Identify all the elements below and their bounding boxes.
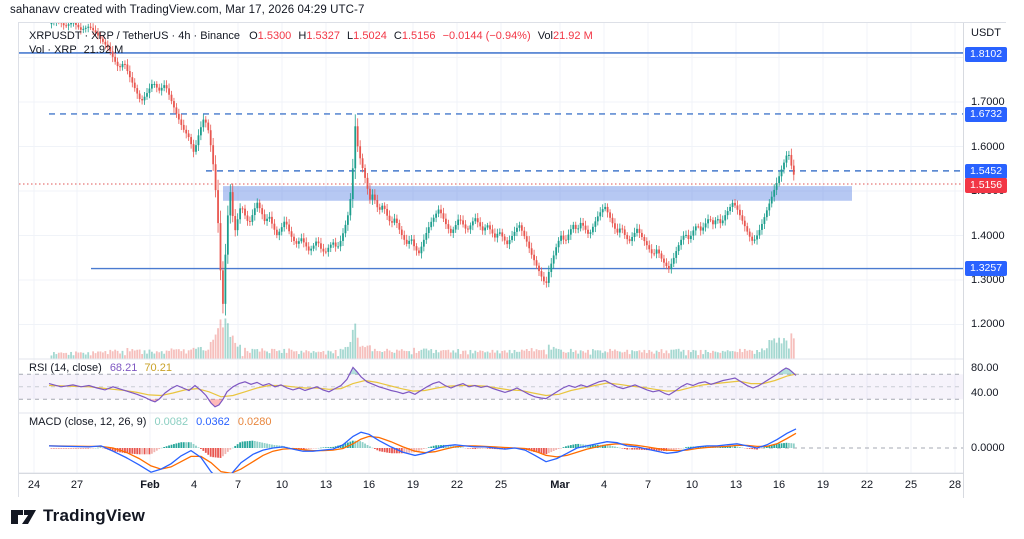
time-axis-label: 4 xyxy=(600,479,608,491)
rsi-label: RSI (14, close) xyxy=(29,362,102,374)
symbol-legend[interactable]: XRPUSDT · XRP / TetherUS · 4h · Binance … xyxy=(29,30,593,42)
high-value: 1.5327 xyxy=(306,30,340,42)
close-label: C xyxy=(393,30,402,42)
time-axis-label: 7 xyxy=(644,479,652,491)
volume-layer xyxy=(50,318,795,359)
price-axis-label: 1.6000 xyxy=(971,141,1005,153)
time-axis-label: 16 xyxy=(772,479,786,491)
footer: TradingView xyxy=(10,506,145,526)
volume-study-legend[interactable]: Vol · XRP 21.92 M xyxy=(29,44,124,56)
price-axis-label: 0.0000 xyxy=(971,442,1005,454)
price-axis-label: 1.4000 xyxy=(971,230,1005,242)
time-axis-label: 10 xyxy=(275,479,289,491)
level-price-badge: 1.6732 xyxy=(965,106,1007,122)
price-axis-label: 1.7000 xyxy=(971,96,1005,108)
macd-signal-value: 0.0280 xyxy=(237,416,272,428)
open-label: O xyxy=(249,30,258,42)
tradingview-logo-icon[interactable] xyxy=(10,506,37,526)
time-axis-label: Mar xyxy=(550,479,570,491)
time-axis-label: 28 xyxy=(948,479,962,491)
time-axis-label: 13 xyxy=(729,479,743,491)
time-axis[interactable]: 24 27 Feb 4 7 10 13 16 19 22 25 Mar 4 7 10 13 16 19 22 25 28 xyxy=(19,473,963,498)
time-axis-label: Feb xyxy=(140,479,160,491)
time-axis-label: 13 xyxy=(319,479,333,491)
time-axis-label: 22 xyxy=(450,479,464,491)
tradingview-logo-text[interactable]: TradingView xyxy=(43,506,146,525)
volume-value: 21.92 M xyxy=(553,30,593,42)
symbol-title[interactable]: XRPUSDT xyxy=(29,30,82,42)
price-axis-label: 40.00 xyxy=(971,387,999,399)
level-price-badge: 1.5452 xyxy=(965,163,1007,179)
chart-canvas[interactable] xyxy=(19,23,1007,498)
open-value: 1.5300 xyxy=(257,30,292,42)
close-value: 1.5156 xyxy=(401,30,436,42)
symbol-description: XRP / TetherUS xyxy=(91,30,169,42)
macd-legend[interactable]: MACD (close, 12, 26, 9) 0.0082 0.0362 0.… xyxy=(29,416,272,428)
time-axis-label: 25 xyxy=(494,479,508,491)
level-price-badge: 1.8102 xyxy=(965,46,1007,62)
macd-hist-value: 0.0082 xyxy=(154,416,189,428)
chart-frame: XRPUSDT · XRP / TetherUS · 4h · Binance … xyxy=(18,22,1007,498)
interval-label[interactable]: 4h xyxy=(178,30,191,42)
macd-label: MACD (close, 12, 26, 9) xyxy=(29,416,147,428)
rsi-ma-value: 70.21 xyxy=(144,362,172,374)
rsi-value: 68.21 xyxy=(109,362,138,374)
macd-pane xyxy=(48,428,963,473)
time-axis-label: 4 xyxy=(190,479,198,491)
time-axis-label: 16 xyxy=(362,479,376,491)
candlesticks-layer xyxy=(50,23,795,316)
macd-line-value: 0.0362 xyxy=(196,416,230,428)
time-axis-label: 24 xyxy=(27,479,41,491)
high-label: H xyxy=(298,30,307,42)
low-label: L xyxy=(347,30,354,42)
price-axis-currency: USDT xyxy=(971,27,1001,39)
price-axis-label: 1.3000 xyxy=(971,274,1005,286)
price-axis-label: 1.2000 xyxy=(971,318,1005,330)
last-price-badge: 1.5156 xyxy=(965,177,1007,193)
grid-layer xyxy=(19,23,963,473)
time-axis-label: 7 xyxy=(234,479,242,491)
rsi-line xyxy=(48,366,797,408)
change-value: −0.0144 (−0.94%) xyxy=(442,30,531,42)
time-axis-label: 25 xyxy=(904,479,918,491)
price-axis-label: 80.00 xyxy=(971,362,999,374)
price-axis[interactable]: USDT 1.80001.70001.60001.50001.40001.300… xyxy=(963,23,1007,498)
volume-study-value: 21.92 M xyxy=(83,44,124,56)
support-zone xyxy=(223,186,852,201)
rsi-pane xyxy=(19,366,963,408)
macd-line xyxy=(48,428,797,473)
volume-label: Vol xyxy=(537,30,553,42)
price-levels xyxy=(19,52,963,270)
level-price-badge: 1.3257 xyxy=(965,260,1007,276)
rsi-legend[interactable]: RSI (14, close) 68.21 70.21 xyxy=(29,362,172,374)
time-axis-label: 19 xyxy=(406,479,420,491)
time-axis-label: 19 xyxy=(816,479,830,491)
time-axis-label: 22 xyxy=(860,479,874,491)
low-value: 1.5024 xyxy=(353,30,387,42)
attribution-text: sahanavv created with TradingView.com, M… xyxy=(10,4,365,16)
exchange-label: Binance xyxy=(200,30,241,42)
time-axis-label: 10 xyxy=(685,479,699,491)
time-axis-label: 27 xyxy=(70,479,84,491)
